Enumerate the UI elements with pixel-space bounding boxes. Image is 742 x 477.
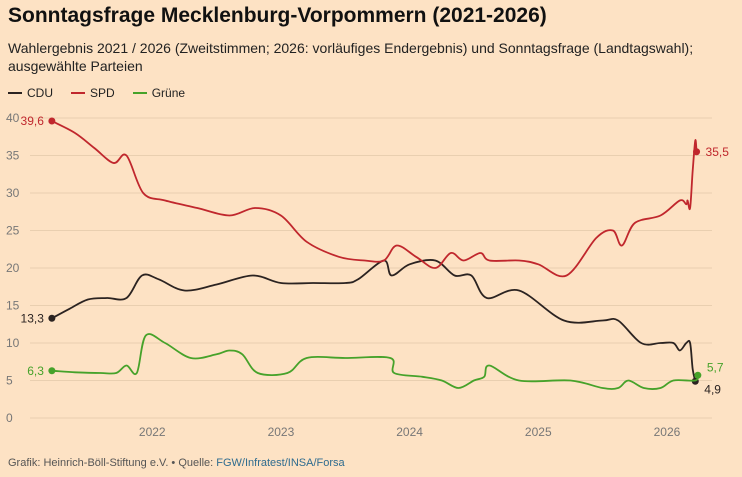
legend-label-gruene: Grüne [151, 86, 186, 100]
start-label-spd: 39,6 [21, 114, 45, 128]
x-tick-label-2025: 2025 [525, 425, 552, 439]
y-tick-label-35: 35 [6, 149, 20, 163]
y-tick-label-0: 0 [6, 411, 13, 425]
y-tick-label-15: 15 [6, 299, 20, 313]
footer-credit: Grafik: Heinrich-Böll-Stiftung e.V. • Qu… [8, 457, 345, 469]
legend-item-spd: SPD [71, 86, 115, 100]
y-tick-label-25: 25 [6, 224, 20, 238]
start-marker-gruene [48, 367, 56, 375]
legend: CDU SPD Grüne [8, 86, 185, 100]
legend-swatch-cdu [8, 92, 22, 94]
end-label-gruene: 5,7 [707, 360, 724, 374]
end-marker-gruene [694, 371, 702, 379]
chart-title: Sonntagsfrage Mecklenburg-Vorpommern (20… [8, 4, 547, 27]
legend-swatch-spd [71, 92, 85, 94]
y-tick-label-10: 10 [6, 336, 20, 350]
legend-swatch-gruene [132, 92, 147, 94]
x-tick-label-2024: 2024 [396, 425, 423, 439]
legend-label-cdu: CDU [27, 86, 53, 100]
legend-label-spd: SPD [90, 86, 115, 100]
chart-subtitle: Wahlergebnis 2021 / 2026 (Zweitstimmen; … [8, 40, 694, 74]
end-label-spd: 35,5 [706, 145, 730, 159]
start-label-gruene: 6,3 [27, 364, 44, 378]
y-tick-label-5: 5 [6, 374, 13, 388]
start-marker-cdu [48, 314, 56, 322]
series-line-spd [51, 120, 698, 278]
end-label-cdu: 4,9 [704, 382, 721, 396]
x-tick-label-2023: 2023 [268, 425, 295, 439]
start-marker-spd [48, 117, 56, 125]
start-label-cdu: 13,3 [21, 311, 45, 325]
x-tick-label-2022: 2022 [139, 425, 166, 439]
footer-source-link[interactable]: FGW/Infratest/INSA/Forsa [216, 457, 345, 469]
y-tick-label-20: 20 [6, 261, 20, 275]
legend-item-cdu: CDU [8, 86, 53, 100]
footer-prefix: Grafik: Heinrich-Böll-Stiftung e.V. • Qu… [8, 457, 217, 469]
series-line-gruene [51, 333, 699, 390]
x-tick-label-2026: 2026 [654, 425, 681, 439]
series-line-cdu [51, 259, 697, 382]
legend-item-gruene: Grüne [132, 86, 186, 100]
y-tick-label-30: 30 [6, 186, 20, 200]
y-tick-label-40: 40 [6, 111, 20, 125]
end-marker-spd [693, 148, 701, 156]
